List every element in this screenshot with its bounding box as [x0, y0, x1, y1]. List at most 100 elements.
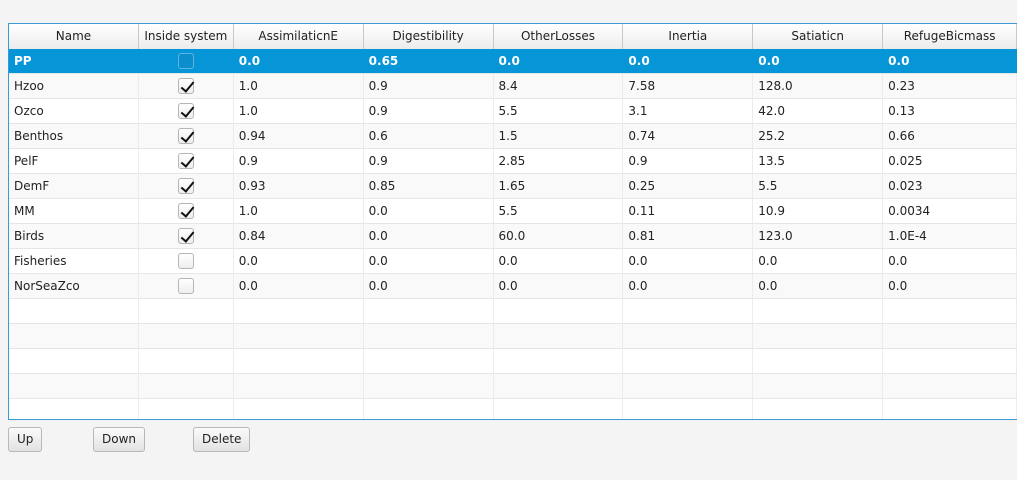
cell-refuge-biomass[interactable]: 0.0034 — [883, 199, 1017, 223]
cell-assimilation[interactable]: 0.93 — [234, 174, 364, 198]
cell-digestibility[interactable]: 0.0 — [364, 199, 494, 223]
cell-refuge-biomass[interactable]: 0.13 — [883, 99, 1017, 123]
cell-name[interactable]: PelF — [9, 149, 139, 173]
table-row[interactable]: Benthos 0.94 0.6 1.5 0.74 25.2 0.66 — [9, 124, 1017, 149]
cell-inertia[interactable]: 0.0 — [623, 274, 754, 298]
cell-other-losses[interactable]: 0.0 — [494, 274, 624, 298]
cell-inertia[interactable]: 0.25 — [623, 174, 754, 198]
table-row[interactable]: Birds 0.84 0.0 60.0 0.81 123.0 1.0E-4 — [9, 224, 1017, 249]
species-table[interactable]: Name Inside system AssimilaticnE Digesti… — [8, 23, 1017, 420]
cell-digestibility[interactable]: 0.0 — [364, 249, 494, 273]
cell-digestibility[interactable]: 0.85 — [364, 174, 494, 198]
cell-refuge-biomass[interactable]: 0.23 — [883, 74, 1017, 98]
inside-system-checkbox[interactable] — [177, 153, 194, 169]
table-row[interactable]: NorSeaZco 0.0 0.0 0.0 0.0 0.0 0.0 — [9, 274, 1017, 299]
table-row[interactable]: PelF 0.9 0.9 2.85 0.9 13.5 0.025 — [9, 149, 1017, 174]
cell-name[interactable]: Ozco — [9, 99, 139, 123]
cell-inside-system[interactable] — [139, 49, 234, 73]
cell-assimilation[interactable]: 0.0 — [234, 274, 364, 298]
cell-name[interactable]: Hzoo — [9, 74, 139, 98]
cell-inside-system[interactable] — [139, 99, 234, 123]
cell-inertia[interactable]: 0.0 — [623, 249, 754, 273]
cell-satiation[interactable]: 128.0 — [753, 74, 884, 98]
cell-assimilation[interactable]: 0.9 — [234, 149, 364, 173]
cell-inside-system[interactable] — [139, 149, 234, 173]
cell-name[interactable]: DemF — [9, 174, 139, 198]
inside-system-checkbox[interactable] — [177, 203, 194, 219]
cell-other-losses[interactable]: 60.0 — [494, 224, 624, 248]
cell-digestibility[interactable]: 0.65 — [364, 49, 494, 73]
cell-refuge-biomass[interactable]: 1.0E-4 — [883, 224, 1017, 248]
cell-other-losses[interactable]: 5.5 — [494, 99, 624, 123]
cell-refuge-biomass[interactable]: 0.0 — [883, 49, 1017, 73]
cell-assimilation[interactable]: 1.0 — [234, 99, 364, 123]
cell-assimilation[interactable]: 0.84 — [234, 224, 364, 248]
column-header-other-losses[interactable]: OtherLosses — [494, 24, 624, 49]
cell-other-losses[interactable]: 0.0 — [494, 49, 624, 73]
cell-digestibility[interactable]: 0.9 — [364, 99, 494, 123]
cell-satiation[interactable]: 0.0 — [753, 274, 884, 298]
column-header-assimilation[interactable]: AssimilaticnE — [234, 24, 364, 49]
cell-inside-system[interactable] — [139, 199, 234, 223]
inside-system-checkbox[interactable] — [177, 78, 194, 94]
cell-inside-system[interactable] — [139, 274, 234, 298]
table-row[interactable]: MM 1.0 0.0 5.5 0.11 10.9 0.0034 — [9, 199, 1017, 224]
up-button[interactable]: Up — [8, 427, 43, 452]
cell-satiation[interactable]: 42.0 — [753, 99, 884, 123]
delete-button[interactable]: Delete — [193, 427, 251, 452]
down-button[interactable]: Down — [93, 427, 146, 452]
cell-other-losses[interactable]: 8.4 — [494, 74, 624, 98]
table-row[interactable]: DemF 0.93 0.85 1.65 0.25 5.5 0.023 — [9, 174, 1017, 199]
column-header-inertia[interactable]: Inertia — [623, 24, 754, 49]
cell-assimilation[interactable]: 0.94 — [234, 124, 364, 148]
cell-inertia[interactable]: 0.0 — [623, 49, 754, 73]
cell-inertia[interactable]: 0.74 — [623, 124, 754, 148]
inside-system-checkbox[interactable] — [177, 253, 194, 269]
cell-digestibility[interactable]: 0.0 — [364, 224, 494, 248]
cell-name[interactable]: Fisheries — [9, 249, 139, 273]
cell-name[interactable]: Birds — [9, 224, 139, 248]
cell-inertia[interactable]: 0.11 — [623, 199, 754, 223]
column-header-inside-system[interactable]: Inside system — [139, 24, 234, 49]
cell-name[interactable]: MM — [9, 199, 139, 223]
table-row[interactable]: PP 0.0 0.65 0.0 0.0 0.0 0.0 — [9, 49, 1017, 74]
inside-system-checkbox[interactable] — [177, 53, 194, 69]
cell-inside-system[interactable] — [139, 249, 234, 273]
inside-system-checkbox[interactable] — [177, 128, 194, 144]
table-row[interactable]: Ozco 1.0 0.9 5.5 3.1 42.0 0.13 — [9, 99, 1017, 124]
cell-refuge-biomass[interactable]: 0.0 — [883, 249, 1017, 273]
cell-other-losses[interactable]: 0.0 — [494, 249, 624, 273]
cell-satiation[interactable]: 0.0 — [753, 49, 884, 73]
cell-satiation[interactable]: 25.2 — [753, 124, 884, 148]
cell-digestibility[interactable]: 0.9 — [364, 149, 494, 173]
cell-inside-system[interactable] — [139, 224, 234, 248]
cell-assimilation[interactable]: 1.0 — [234, 74, 364, 98]
cell-name[interactable]: PP — [9, 49, 139, 73]
cell-other-losses[interactable]: 1.5 — [494, 124, 624, 148]
cell-digestibility[interactable]: 0.9 — [364, 74, 494, 98]
cell-name[interactable]: NorSeaZco — [9, 274, 139, 298]
cell-inside-system[interactable] — [139, 174, 234, 198]
cell-satiation[interactable]: 13.5 — [753, 149, 884, 173]
column-header-refuge-biomass[interactable]: RefugeBicmass — [883, 24, 1017, 49]
cell-refuge-biomass[interactable]: 0.023 — [883, 174, 1017, 198]
cell-satiation[interactable]: 5.5 — [753, 174, 884, 198]
cell-assimilation[interactable]: 0.0 — [234, 49, 364, 73]
cell-satiation[interactable]: 10.9 — [753, 199, 884, 223]
cell-refuge-biomass[interactable]: 0.0 — [883, 274, 1017, 298]
cell-inertia[interactable]: 7.58 — [623, 74, 754, 98]
cell-other-losses[interactable]: 2.85 — [494, 149, 624, 173]
cell-name[interactable]: Benthos — [9, 124, 139, 148]
column-header-name[interactable]: Name — [9, 24, 139, 49]
cell-other-losses[interactable]: 1.65 — [494, 174, 624, 198]
cell-inertia[interactable]: 0.9 — [623, 149, 754, 173]
inside-system-checkbox[interactable] — [177, 228, 194, 244]
cell-other-losses[interactable]: 5.5 — [494, 199, 624, 223]
cell-inside-system[interactable] — [139, 124, 234, 148]
cell-refuge-biomass[interactable]: 0.025 — [883, 149, 1017, 173]
cell-digestibility[interactable]: 0.0 — [364, 274, 494, 298]
inside-system-checkbox[interactable] — [177, 103, 194, 119]
cell-refuge-biomass[interactable]: 0.66 — [883, 124, 1017, 148]
table-row[interactable]: Fisheries 0.0 0.0 0.0 0.0 0.0 0.0 — [9, 249, 1017, 274]
column-header-digestibility[interactable]: Digestibility — [364, 24, 494, 49]
